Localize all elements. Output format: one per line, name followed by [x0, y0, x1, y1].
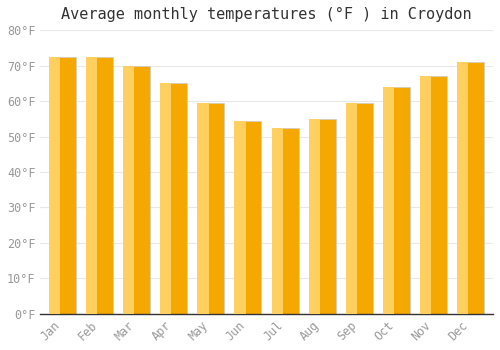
Bar [198, 103, 224, 314]
Bar [457, 62, 468, 314]
Bar [124, 65, 150, 314]
Bar [49, 57, 60, 314]
Bar [272, 128, 283, 314]
Bar [272, 128, 298, 314]
Bar [160, 83, 188, 314]
Bar [49, 57, 76, 314]
Bar [123, 65, 134, 314]
Bar [420, 76, 447, 314]
Bar [420, 76, 432, 314]
Bar [308, 119, 320, 314]
Bar [235, 120, 262, 314]
Bar [383, 87, 394, 314]
Bar [86, 57, 98, 314]
Bar [383, 87, 410, 314]
Bar [234, 120, 246, 314]
Bar [346, 103, 373, 314]
Bar [309, 119, 336, 314]
Bar [198, 103, 208, 314]
Bar [86, 57, 113, 314]
Title: Average monthly temperatures (°F ) in Croydon: Average monthly temperatures (°F ) in Cr… [62, 7, 472, 22]
Bar [160, 83, 172, 314]
Bar [458, 62, 484, 314]
Bar [346, 103, 357, 314]
